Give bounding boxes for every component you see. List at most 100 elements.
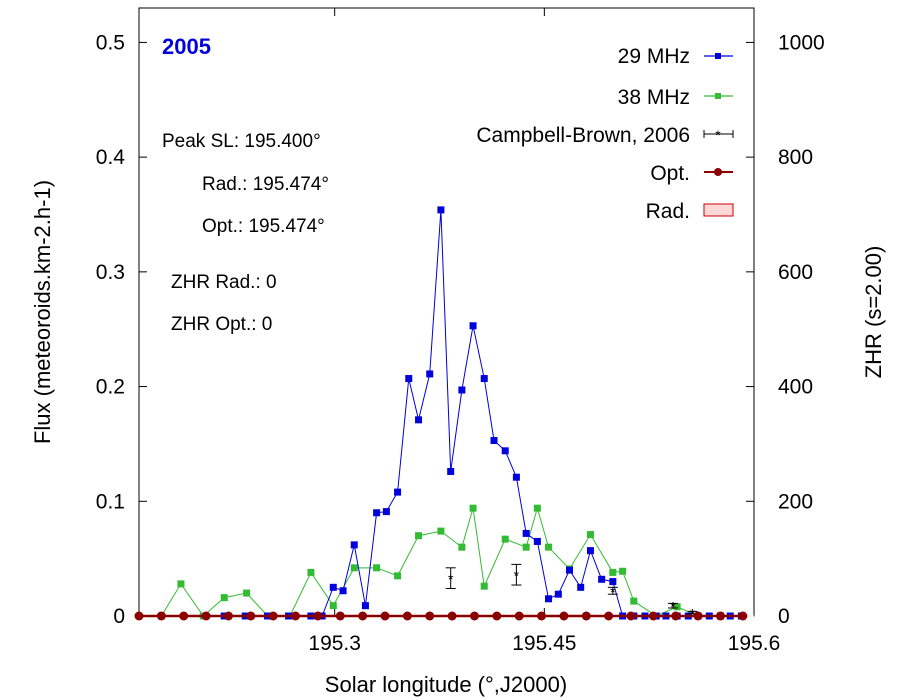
series-29mhz-point bbox=[545, 595, 553, 603]
series-campbell-brown-point: * bbox=[448, 571, 454, 587]
y-tick-label-right: 800 bbox=[778, 146, 813, 169]
series-38mhz-point bbox=[177, 580, 185, 588]
y-axis-label-left: Flux (meteoroids.km-2.h-1) bbox=[30, 180, 55, 444]
axis-ticks: 195.3 195.45 195.6 0 0.1 0.2 0.3 0.4 0.5 0 200 400 6… bbox=[96, 8, 825, 655]
series-29mhz-point bbox=[533, 537, 541, 545]
series-38mhz-point bbox=[480, 582, 488, 590]
series-29mhz-point bbox=[405, 375, 413, 383]
y-tick-label-right: 400 bbox=[778, 376, 813, 399]
x-tick-label: 195.45 bbox=[512, 632, 576, 655]
series-29mhz-point bbox=[512, 473, 520, 481]
series-38mhz-point bbox=[373, 564, 381, 572]
series-campbell-brown-point: * bbox=[690, 606, 696, 622]
series-38mhz-point bbox=[533, 504, 541, 512]
legend-marker-29mhz bbox=[715, 53, 721, 59]
legend-label-38mhz: 38 MHz bbox=[618, 86, 690, 109]
x-tick-label: 195.3 bbox=[308, 632, 361, 655]
series-29mhz-point bbox=[469, 322, 477, 330]
series-campbell-brown-point: * bbox=[514, 568, 520, 584]
series-29mhz-point bbox=[501, 447, 509, 455]
y-tick-label-right: 600 bbox=[778, 261, 813, 284]
series-opt-point bbox=[581, 611, 591, 621]
series-38mhz-point bbox=[609, 568, 617, 576]
series-opt-point bbox=[626, 611, 636, 621]
series-opt-point bbox=[671, 611, 681, 621]
x-tick-label: 195.6 bbox=[728, 632, 781, 655]
series-opt-point bbox=[447, 611, 457, 621]
series-38mhz-point bbox=[545, 543, 553, 551]
series-38mhz-point bbox=[415, 532, 423, 540]
y-tick-label-right: 1000 bbox=[778, 31, 825, 54]
series-opt-point bbox=[604, 611, 614, 621]
legend-label-rad: Rad. bbox=[646, 200, 690, 223]
series-29mhz-point bbox=[458, 386, 466, 394]
series-opt-point bbox=[693, 611, 703, 621]
legend-label-29mhz: 29 MHz bbox=[618, 45, 690, 68]
series-layer: * * * * * bbox=[134, 206, 754, 622]
series-opt-point bbox=[223, 611, 233, 621]
series-29mhz-point bbox=[480, 375, 488, 383]
series-29mhz-point bbox=[554, 590, 562, 598]
series-29mhz-point bbox=[373, 509, 381, 517]
series-opt-point bbox=[156, 611, 166, 621]
series-29mhz-point bbox=[566, 566, 573, 574]
series-29mhz-point bbox=[490, 436, 498, 444]
series-29mhz-point bbox=[577, 583, 585, 591]
series-38mhz-point bbox=[394, 572, 402, 580]
series-opt-point bbox=[559, 611, 569, 621]
series-29mhz-point bbox=[382, 508, 390, 516]
series-29mhz-point bbox=[609, 578, 617, 586]
series-38mhz-point bbox=[673, 603, 681, 611]
series-38mhz-point bbox=[329, 602, 337, 610]
series-29mhz-point bbox=[394, 488, 402, 496]
chart-title: 2005 bbox=[162, 34, 211, 59]
series-opt-point bbox=[402, 611, 412, 621]
series-opt-point bbox=[179, 611, 189, 621]
annotation-zhr-opt: ZHR Opt.: 0 bbox=[171, 314, 272, 335]
series-opt-point bbox=[313, 611, 323, 621]
series-opt-point bbox=[537, 611, 547, 621]
y-tick-label-right: 200 bbox=[778, 490, 813, 513]
series-opt-point bbox=[425, 611, 435, 621]
series-38mhz-point bbox=[350, 564, 358, 572]
series-29mhz-point bbox=[329, 583, 337, 591]
y-tick-label-right: 0 bbox=[778, 605, 790, 628]
series-38mhz-point bbox=[619, 567, 627, 575]
series-campbell-brown-point: * bbox=[670, 599, 676, 615]
legend-marker-campbell-brown: * bbox=[715, 127, 721, 143]
series-38mhz-point bbox=[458, 543, 466, 551]
series-29mhz-point bbox=[586, 547, 594, 555]
series-29mhz-point bbox=[447, 467, 455, 475]
y-tick-label-left: 0.5 bbox=[96, 31, 125, 54]
series-29mhz-point bbox=[415, 416, 423, 424]
legend-label-campbell-brown: Campbell-Brown, 2006 bbox=[476, 124, 690, 147]
series-38mhz-point bbox=[501, 535, 509, 543]
series-opt-point bbox=[715, 611, 725, 621]
legend-swatch-rad bbox=[703, 203, 734, 217]
annotation-zhr-rad: ZHR Rad.: 0 bbox=[171, 272, 277, 293]
series-38mhz-point bbox=[630, 597, 638, 605]
series-38mhz-point bbox=[307, 568, 315, 576]
y-tick-label-left: 0.3 bbox=[96, 261, 125, 284]
series-29mhz-point bbox=[361, 602, 369, 610]
series-opt-point bbox=[246, 611, 256, 621]
series-29mhz-point bbox=[339, 587, 347, 595]
series-38mhz-point bbox=[469, 504, 477, 512]
y-tick-label-left: 0.2 bbox=[96, 376, 125, 399]
legend-marker-opt bbox=[714, 168, 722, 176]
series-opt-point bbox=[268, 611, 278, 621]
series-opt-point bbox=[514, 611, 524, 621]
series-opt-point bbox=[648, 611, 658, 621]
series-opt-point bbox=[492, 611, 502, 621]
series-opt-point bbox=[134, 611, 144, 621]
series-opt-point bbox=[469, 611, 479, 621]
series-29mhz-point bbox=[426, 370, 434, 378]
legend-marker-38mhz bbox=[715, 93, 721, 99]
series-38mhz-point bbox=[437, 527, 445, 535]
series-38mhz-point bbox=[220, 594, 228, 602]
y-tick-label-left: 0 bbox=[113, 605, 125, 628]
plot-area bbox=[138, 7, 755, 617]
y-tick-label-left: 0.4 bbox=[96, 146, 126, 169]
series-opt-point bbox=[335, 611, 345, 621]
